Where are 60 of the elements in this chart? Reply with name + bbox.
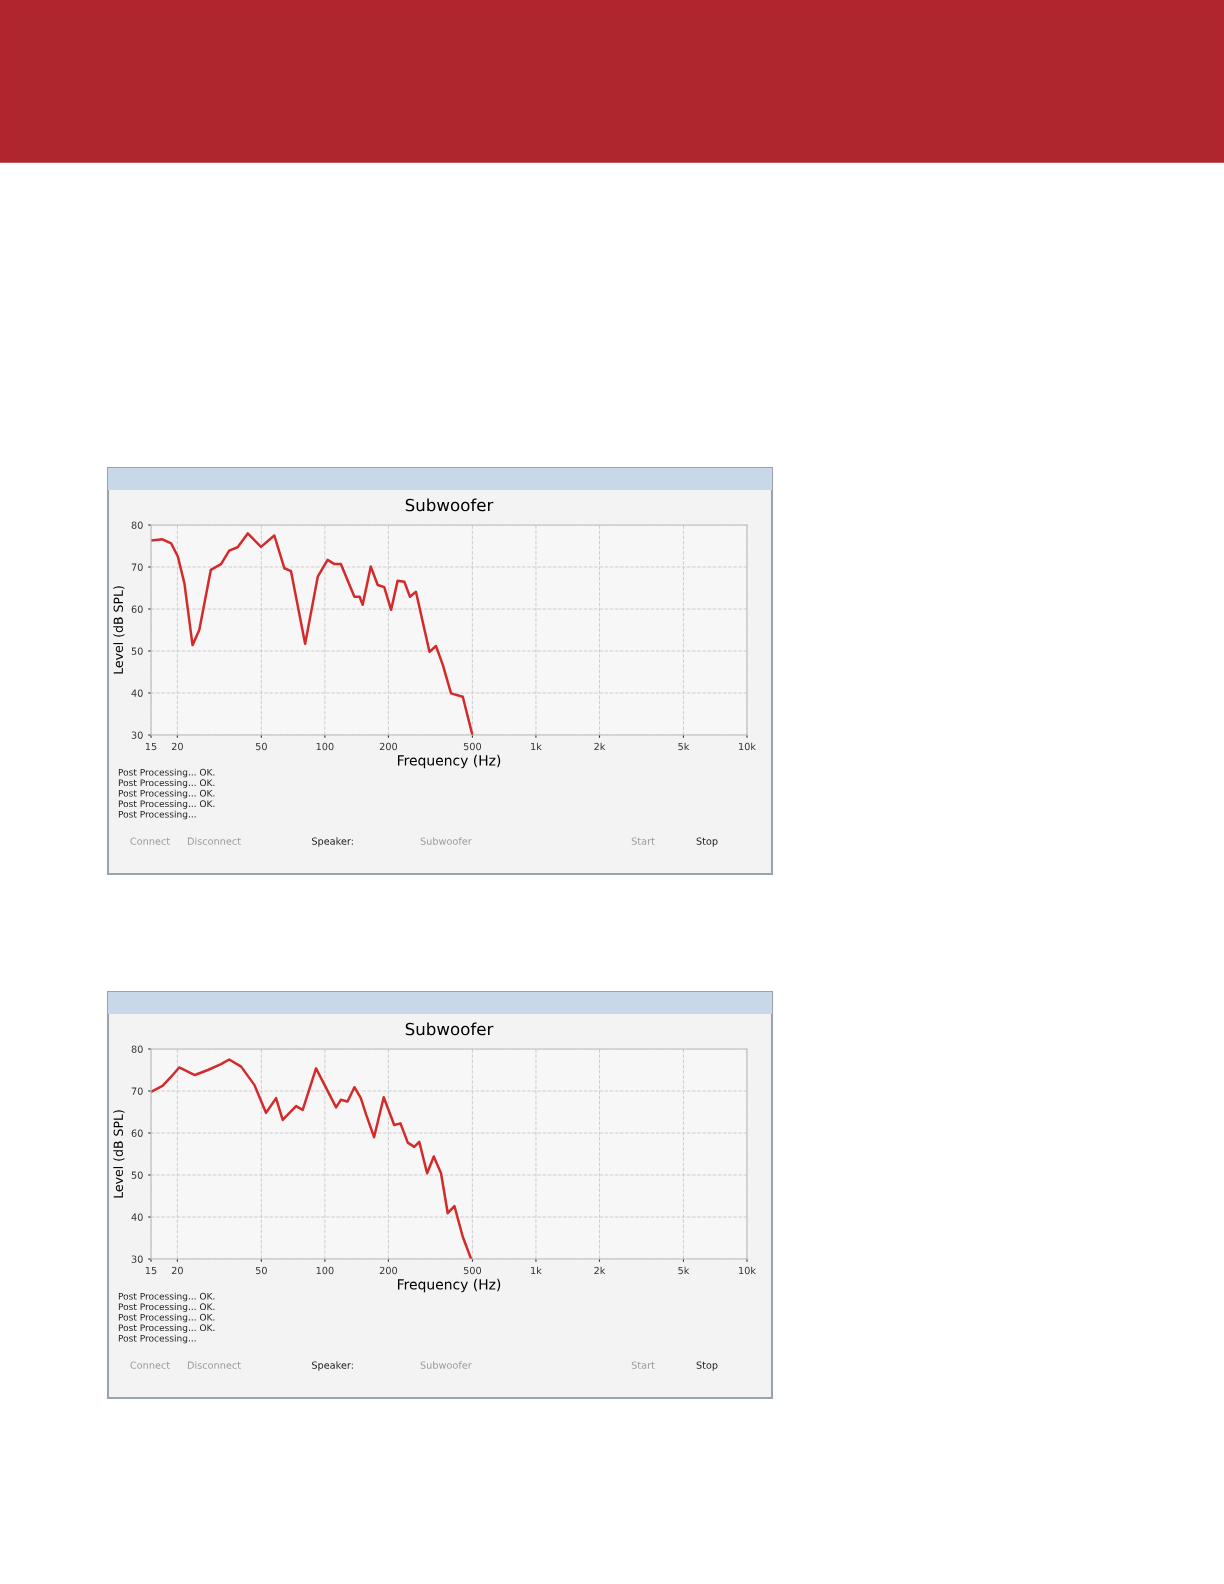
text: Connect <box>130 1361 170 1369</box>
y-tick-label: 60 <box>131 605 143 613</box>
x-tick-label: 1k <box>531 742 542 751</box>
y-tick-label: 30 <box>131 1255 143 1263</box>
x-tick-label: 200 <box>379 1266 398 1275</box>
x-tick-label: 100 <box>316 742 334 751</box>
text: Stop <box>696 837 718 847</box>
x-tick-label: 2k <box>594 1266 606 1275</box>
y-axis-title: Level (dB SPL) <box>113 586 125 674</box>
text: Connect <box>130 837 170 845</box>
text: Post Processing... OK. <box>118 789 215 799</box>
x-tick-label: 10k <box>739 1266 756 1275</box>
chart-title: Subwoofer <box>405 1022 494 1036</box>
text: Speaker: <box>312 1361 353 1371</box>
x-tick-label: 20 <box>171 1266 183 1275</box>
text: Post Processing... OK. <box>118 779 215 788</box>
text: Post Processing... OK. <box>118 800 215 809</box>
x-tick-label: 20 <box>171 742 183 751</box>
x-tick-label: 2k <box>594 742 606 751</box>
x-tick-label: 50 <box>255 742 267 751</box>
x-tick-label: 10k <box>739 742 756 751</box>
x-axis-title: Frequency (Hz) <box>398 1278 501 1293</box>
y-tick-label: 80 <box>131 521 143 529</box>
x-tick-label: 15 <box>145 742 157 751</box>
text: Subwoofer <box>420 837 472 845</box>
text: Subwoofer <box>420 1361 472 1369</box>
x-tick-label: 15 <box>145 1266 157 1275</box>
text: Post Processing... OK. <box>118 1292 215 1302</box>
x-tick-label: 5k <box>678 742 690 751</box>
text: Post Processing... <box>118 810 196 820</box>
x-tick-label: 50 <box>255 1266 267 1275</box>
text: Post Processing... OK. <box>118 768 215 778</box>
text: Post Processing... OK. <box>118 1324 215 1333</box>
x-tick-label: 500 <box>463 742 482 751</box>
x-tick-label: 1k <box>531 1266 542 1275</box>
y-tick-label: 70 <box>131 1087 143 1095</box>
y-tick-label: 40 <box>131 689 143 697</box>
text: Start <box>631 837 655 845</box>
text: Stop <box>696 1361 718 1371</box>
text: Disconnect <box>187 1361 241 1369</box>
y-tick-label: 50 <box>131 1171 143 1179</box>
x-tick-label: 500 <box>463 1266 482 1275</box>
x-tick-label: 5k <box>678 1266 690 1275</box>
y-tick-label: 30 <box>131 731 143 739</box>
y-tick-label: 40 <box>131 1213 143 1221</box>
text: Post Processing... <box>118 1334 196 1344</box>
x-tick-label: 100 <box>316 1266 334 1275</box>
y-tick-label: 60 <box>131 1129 143 1137</box>
x-tick-label: 200 <box>379 742 398 751</box>
x-axis-title: Frequency (Hz) <box>398 754 501 769</box>
text: Post Processing... OK. <box>118 1313 215 1323</box>
text: Post Processing... OK. <box>118 1303 215 1312</box>
y-tick-label: 50 <box>131 647 143 655</box>
y-tick-label: 70 <box>131 563 143 571</box>
y-tick-label: 80 <box>131 1045 143 1053</box>
text: Speaker: <box>312 837 353 847</box>
text: Start <box>631 1361 655 1369</box>
text: Disconnect <box>187 837 241 845</box>
y-axis-title: Level (dB SPL) <box>113 1110 125 1198</box>
chart-title: Subwoofer <box>405 498 494 512</box>
